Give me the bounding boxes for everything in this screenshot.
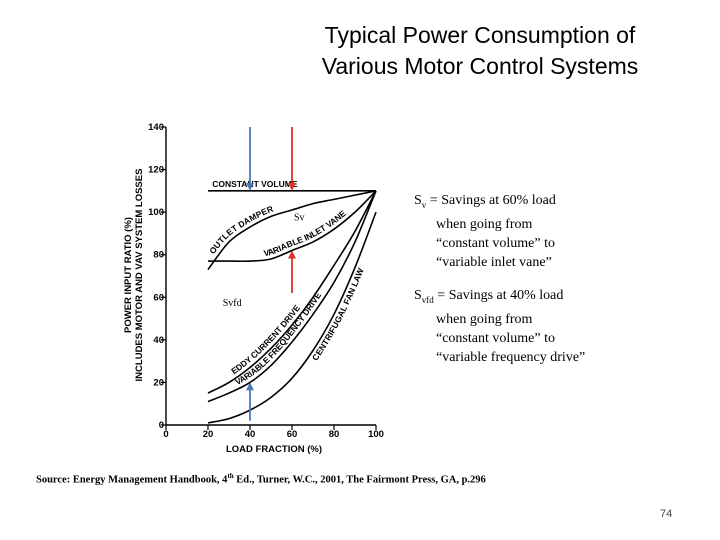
curve-label-constant-volume: CONSTANT VOLUME xyxy=(212,179,298,189)
y-tick-label: 20 xyxy=(153,377,164,388)
y-tick-label: 80 xyxy=(153,250,164,261)
curve-outlet-damper xyxy=(207,190,377,271)
y-tick-label: 40 xyxy=(153,335,164,346)
svfd-arrowhead-bottom xyxy=(246,382,254,391)
sv-arrow-label: Sv xyxy=(294,213,305,224)
sv-arrowhead-top xyxy=(288,182,296,191)
chart-curves xyxy=(207,190,377,424)
sv-line-2: when going from xyxy=(436,216,533,232)
svfd-text: = Savings at 40% load xyxy=(433,288,564,303)
curve-label-text-variable-frequency-drive: VARIABLE FREQUENCY DRIVE xyxy=(233,290,323,387)
slide-title: Typical Power Consumption of Various Mot… xyxy=(260,20,700,82)
sv-symbol: S xyxy=(414,193,422,208)
y-axis-label-line-1: POWER INPUT RATIO (%) xyxy=(123,217,134,333)
x-tick-label: 100 xyxy=(368,429,384,440)
chart-ticks: 0 20 40 60 80 100 0 20 40 60 80 100 120 140 xyxy=(148,122,384,440)
y-tick-label: 0 xyxy=(159,420,164,431)
savings-arrows: Sv Svfd xyxy=(223,127,305,421)
page-number: 74 xyxy=(660,508,673,520)
curve-centrifugal-fan-law xyxy=(207,211,377,424)
y-axis-label-line-2: INCLUDES MOTOR AND VAV SYSTEM LOSSES xyxy=(134,169,145,382)
svfd-line-3: “constant volume” to xyxy=(436,330,555,346)
svfd-subscript: vfd xyxy=(421,294,434,305)
svfd-line-2: when going from xyxy=(436,311,533,327)
slide-title-line-1: Typical Power Consumption of xyxy=(324,22,636,48)
curve-label-text-outlet-damper: OUTLET DAMPER xyxy=(207,204,274,256)
svfd-line-4: “variable frequency drive” xyxy=(436,349,586,365)
power-consumption-chart: 0 20 40 60 80 100 0 20 40 60 80 100 120 140 CONSTANT … xyxy=(123,122,384,455)
curve-eddy-current-drive xyxy=(207,190,377,394)
chart-axes xyxy=(165,127,376,426)
curve-label-outlet-damper: OUTLET DAMPER xyxy=(207,204,274,256)
source-superscript: th xyxy=(227,472,234,480)
x-axis-label: LOAD FRACTION (%) xyxy=(226,444,322,455)
source-suffix: Ed., Turner, W.C., 2001, The Fairmont Pr… xyxy=(233,474,486,486)
x-tick-label: 0 xyxy=(163,429,168,440)
x-tick-label: 80 xyxy=(329,429,340,440)
curve-label-centrifugal-fan-law: CENTRIFUGAL FAN LAW xyxy=(310,266,366,363)
svfd-arrowhead-top xyxy=(246,182,254,191)
source-citation: Source: Energy Management Handbook, 4th … xyxy=(36,472,486,486)
curve-variable-frequency-drive xyxy=(207,190,377,403)
svfd-annotation: Svfd = Savings at 40% load when going fr… xyxy=(414,286,585,367)
sv-line-3: “constant volume” to xyxy=(436,235,555,251)
curve-variable-inlet-vane xyxy=(208,190,377,263)
y-tick-label: 120 xyxy=(148,165,164,176)
y-tick-label: 60 xyxy=(153,292,164,303)
sv-subscript: v xyxy=(421,199,427,210)
x-tick-label: 40 xyxy=(245,429,256,440)
svfd-symbol: S xyxy=(414,288,422,303)
sv-arrowhead-bottom xyxy=(288,250,296,259)
curve-label-text-centrifugal-fan-law: CENTRIFUGAL FAN LAW xyxy=(310,266,366,363)
curve-label-variable-frequency-drive: VARIABLE FREQUENCY DRIVE xyxy=(233,290,323,387)
y-tick-label: 140 xyxy=(148,122,164,133)
y-tick-label: 100 xyxy=(148,207,164,218)
x-tick-label: 20 xyxy=(203,429,214,440)
sv-text: = Savings at 60% load xyxy=(426,193,556,208)
source-prefix: Source: Energy Management Handbook, 4 xyxy=(36,474,228,486)
svfd-arrow-label: Svfd xyxy=(223,298,242,309)
slide-title-line-2: Various Motor Control Systems xyxy=(321,53,639,79)
x-tick-label: 60 xyxy=(287,429,298,440)
sv-line-4: “variable inlet vane” xyxy=(436,254,552,270)
sv-annotation: Sv = Savings at 60% load when going from… xyxy=(414,191,556,272)
